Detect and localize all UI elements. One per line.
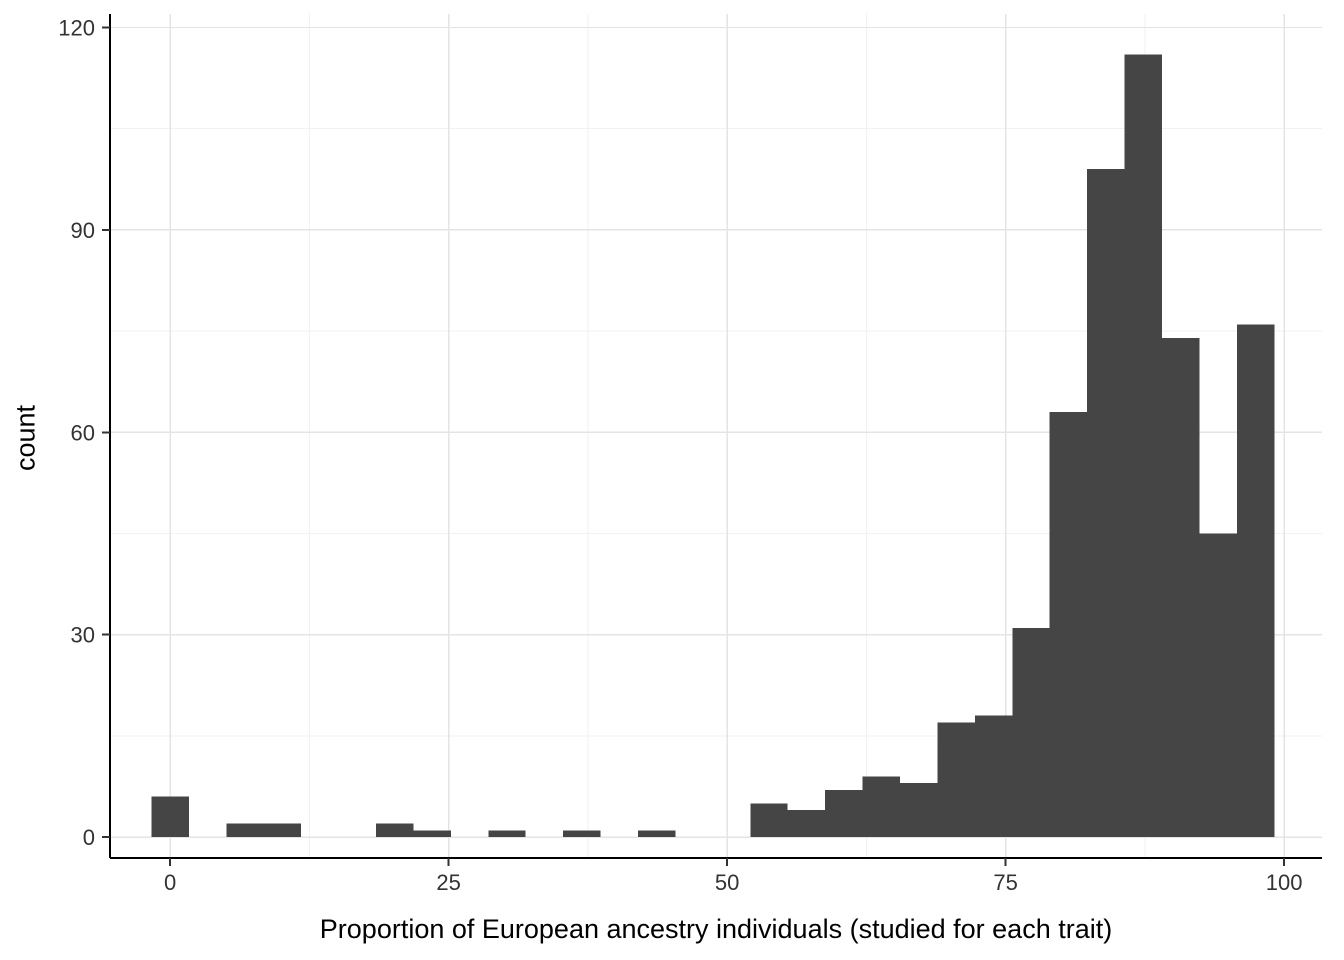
histogram-bar	[787, 810, 826, 838]
y-tick-label: 90	[71, 218, 95, 243]
histogram-bar	[488, 830, 526, 838]
x-tick-label: 25	[436, 870, 460, 895]
x-tick-label: 50	[715, 870, 739, 895]
x-tick-label: 0	[164, 870, 176, 895]
histogram-bar	[638, 830, 676, 838]
histogram-bar	[1199, 533, 1237, 838]
y-axis-title: count	[10, 404, 41, 472]
histogram-bar	[151, 796, 189, 838]
histogram-bar	[376, 823, 414, 838]
histogram-bar	[862, 776, 901, 838]
x-axis-title: Proportion of European ancestry individu…	[319, 914, 1113, 944]
histogram-bar	[1162, 337, 1200, 838]
x-tick-label: 100	[1266, 870, 1303, 895]
y-tick-label: 60	[71, 420, 95, 445]
y-tick-label: 0	[83, 825, 95, 850]
y-tick-label: 120	[58, 15, 95, 40]
histogram-bar	[825, 789, 863, 838]
histogram-bar	[750, 803, 788, 838]
histogram-bar	[937, 722, 975, 838]
histogram-bar	[1124, 54, 1163, 838]
histogram-bar	[1236, 324, 1275, 838]
histogram-bar	[974, 715, 1013, 838]
histogram-bar	[226, 823, 264, 838]
histogram-bar	[1012, 627, 1050, 838]
histogram-bar	[563, 830, 601, 838]
histogram-bar	[263, 823, 302, 838]
histogram-bar	[1049, 412, 1088, 838]
histogram-bar	[900, 783, 938, 838]
y-tick-label: 30	[71, 623, 95, 648]
histogram-bar	[413, 830, 451, 838]
histogram-bar	[1087, 169, 1125, 838]
x-tick-label: 75	[993, 870, 1017, 895]
